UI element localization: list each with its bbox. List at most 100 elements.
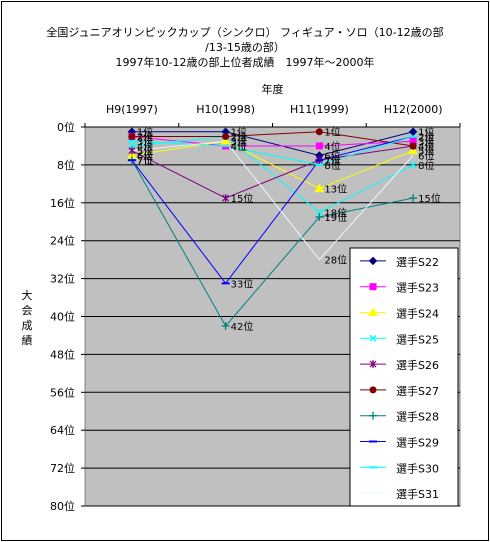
data-label: 3位 (418, 135, 434, 148)
data-label: 13位 (324, 183, 347, 196)
data-label: 5位 (137, 145, 153, 158)
data-label: 7位 (324, 154, 340, 167)
legend-marker (368, 256, 378, 266)
y-axis-title: 大会成績 (21, 289, 33, 347)
data-label: 2位 (418, 130, 434, 143)
data-label: 8位 (324, 159, 340, 172)
y-tick-label: 80位 (50, 499, 75, 513)
legend-marker (369, 386, 377, 394)
y-tick-label: 24位 (50, 234, 75, 248)
data-label: 42位 (231, 320, 254, 333)
data-label: 7位 (137, 154, 153, 167)
data-label: 6位 (418, 149, 434, 162)
data-point (315, 142, 323, 150)
legend-entry-label: 選手S27 (396, 384, 439, 398)
legend-marker (369, 411, 377, 420)
x-tick-label: H10(1998) (196, 103, 255, 116)
legend-marker (368, 307, 378, 316)
x-tick-label: H9(1997) (106, 103, 158, 116)
legend-entry-label: 選手S26 (396, 358, 439, 372)
y-tick-label: 48位 (50, 347, 75, 361)
series-line-4 (131, 135, 414, 213)
data-label: 8位 (418, 159, 434, 172)
data-label: 15位 (418, 192, 441, 205)
data-label: 33位 (231, 277, 254, 290)
data-label: 19位 (324, 211, 347, 224)
series-line-6 (131, 131, 414, 147)
series-line-10 (131, 140, 414, 261)
data-point (128, 146, 136, 155)
y-tick-label: 72位 (50, 461, 75, 475)
data-label: 2位 (137, 130, 153, 143)
data-point (315, 208, 323, 216)
data-label: 1位 (137, 126, 153, 139)
data-label: 4位 (324, 140, 340, 153)
x-tick-label: H12(2000) (384, 103, 443, 116)
data-point (222, 194, 230, 203)
y-tick-label: 40位 (50, 310, 75, 324)
data-label: 4位 (418, 140, 434, 153)
y-tick-label: 0位 (57, 120, 75, 134)
y-tick-label: 16位 (50, 196, 75, 210)
legend-entry-label: 選手S31 (396, 487, 439, 501)
data-point (220, 136, 231, 145)
legend-entry-label: 選手S23 (396, 281, 439, 295)
data-point (409, 142, 417, 150)
series-line-5 (131, 145, 414, 199)
legend-marker (369, 283, 377, 291)
data-point (408, 145, 418, 155)
data-label: 1位 (418, 126, 434, 139)
data-label: 4位 (231, 140, 247, 153)
data-label: 28位 (324, 254, 347, 267)
data-label: 2位 (137, 130, 153, 143)
data-point (315, 213, 324, 222)
data-label: 4位 (418, 140, 434, 153)
data-point (128, 132, 136, 140)
data-label: 18位 (324, 206, 347, 219)
legend-marker (369, 334, 377, 342)
data-label: 6位 (324, 149, 340, 162)
data-label: 4位 (231, 140, 247, 153)
data-label: 5位 (137, 145, 153, 158)
x-axis-title: 年度 (262, 82, 284, 96)
data-point (315, 128, 323, 136)
data-point (408, 127, 418, 136)
data-point (221, 321, 230, 330)
data-label: 1位 (231, 126, 247, 139)
chart-title-line-1: 全国ジュニアオリンピックカップ（シンクロ） フィギュア・ソロ（10-12歳の部 (46, 26, 444, 39)
data-label: 3位 (231, 135, 247, 148)
legend-entry-label: 選手S30 (396, 461, 439, 475)
data-label: 7位 (137, 154, 153, 167)
legend-entry-label: 選手S29 (396, 436, 439, 450)
series-line-8 (131, 135, 414, 285)
x-tick-label: H11(1999) (290, 103, 349, 116)
data-label: 6位 (137, 149, 153, 162)
legend-marker (369, 360, 377, 369)
data-point (409, 194, 418, 203)
y-tick-label: 32位 (50, 272, 75, 286)
data-label: 7位 (324, 154, 340, 167)
data-point (314, 183, 325, 193)
y-tick-label: 56位 (50, 385, 75, 399)
data-point (409, 161, 417, 169)
data-label: 3位 (231, 135, 247, 148)
legend-entry-label: 選手S25 (396, 332, 439, 346)
data-label: 4位 (137, 140, 153, 153)
data-label: 2位 (231, 130, 247, 143)
data-label: 2位 (231, 130, 247, 143)
series-line-9 (131, 135, 414, 166)
chart-title-line-2: /13-15歳の部） (205, 41, 285, 54)
data-label: 1位 (324, 126, 340, 139)
data-label: 3位 (137, 135, 153, 148)
legend-entry-label: 選手S24 (396, 307, 439, 321)
y-tick-label: 8位 (57, 158, 75, 172)
legend-entry-label: 選手S22 (396, 255, 439, 269)
series-line-3 (131, 140, 414, 190)
y-tick-label: 64位 (50, 423, 75, 437)
data-label: 2位 (418, 130, 434, 143)
legend-entry-label: 選手S28 (396, 410, 439, 424)
chart-title-line-3: 1997年10-12歳の部上位者成績 1997年～2000年 (115, 56, 375, 69)
data-label: 5位 (418, 145, 434, 158)
data-label: 15位 (231, 192, 254, 205)
